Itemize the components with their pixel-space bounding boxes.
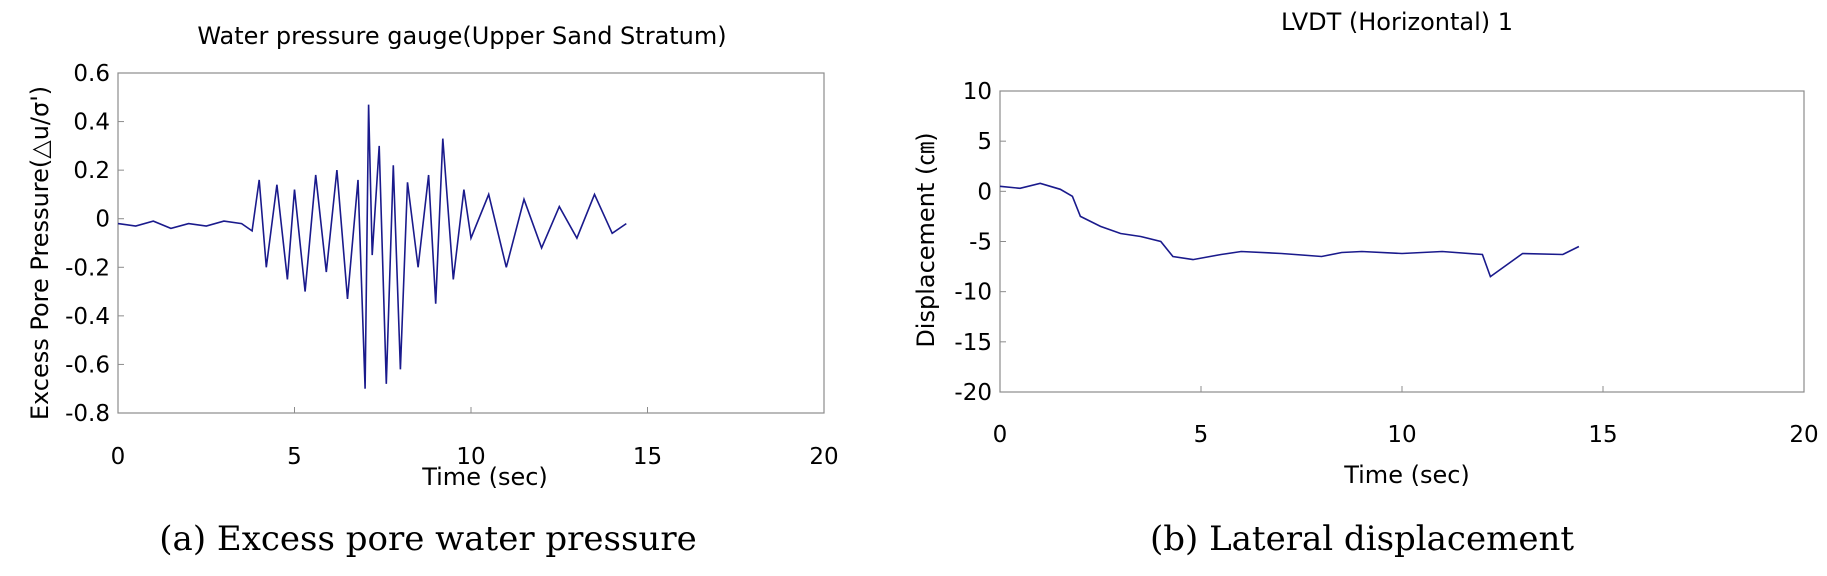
b-x-tick-label: 10 bbox=[1387, 422, 1416, 448]
chart-b-frame bbox=[999, 90, 1805, 393]
chart-a-frame bbox=[117, 72, 825, 414]
chart-a-y-ticks: 0.6 0.4 0.2 0 -0.2 -0.4 -0.6 -0.8 bbox=[65, 61, 124, 427]
a-x-tick-label: 5 bbox=[287, 444, 302, 470]
chart-a-xlabel: Time (sec) bbox=[421, 463, 548, 491]
chart-b-ylabel: Displacement (㎝) bbox=[912, 132, 940, 347]
b-y-tick-label: 10 bbox=[963, 79, 992, 105]
a-y-tick-label: -0.4 bbox=[65, 304, 110, 330]
chart-a-caption: (a) Excess pore water pressure bbox=[159, 519, 696, 559]
a-y-tick-label: -0.2 bbox=[65, 255, 110, 281]
b-x-tick-label: 15 bbox=[1588, 422, 1617, 448]
chart-a-series-line bbox=[117, 104, 627, 389]
chart-a-title: Water pressure gauge(Upper Sand Stratum) bbox=[197, 22, 726, 50]
a-y-tick-label: 0 bbox=[95, 207, 110, 233]
b-y-tick-label: 0 bbox=[977, 179, 992, 205]
chart-a: Water pressure gauge(Upper Sand Stratum)… bbox=[26, 22, 839, 559]
a-y-tick-label: 0.6 bbox=[73, 61, 110, 87]
chart-a-ylabel: Excess Pore Pressure(△u/σ') bbox=[26, 86, 54, 420]
b-x-tick-label: 20 bbox=[1789, 422, 1818, 448]
chart-b-x-ticks: 0 5 10 15 20 bbox=[993, 386, 1819, 448]
chart-b-title: LVDT (Horizontal) 1 bbox=[1281, 8, 1513, 36]
a-x-tick-label: 20 bbox=[809, 444, 838, 470]
a-x-tick-label: 15 bbox=[633, 444, 662, 470]
b-y-tick-label: -20 bbox=[954, 380, 992, 406]
chart-b-y-ticks: 10 5 0 -5 -10 -15 -20 bbox=[954, 79, 1006, 406]
b-y-tick-label: 5 bbox=[977, 129, 992, 155]
a-y-tick-label: 0.4 bbox=[73, 110, 110, 136]
a-x-tick-label: 0 bbox=[111, 444, 126, 470]
chart-a-x-ticks: 0 5 10 15 20 bbox=[111, 407, 839, 470]
b-y-tick-label: -10 bbox=[954, 280, 992, 306]
chart-b-caption: (b) Lateral displacement bbox=[1150, 519, 1574, 559]
a-y-tick-label: -0.8 bbox=[65, 401, 110, 427]
b-y-tick-label: -5 bbox=[969, 230, 992, 256]
b-y-tick-label: -15 bbox=[954, 330, 992, 356]
a-y-tick-label: -0.6 bbox=[65, 352, 110, 378]
chart-b-xlabel: Time (sec) bbox=[1343, 461, 1470, 489]
b-x-tick-label: 0 bbox=[993, 422, 1008, 448]
a-x-tick-label: 10 bbox=[456, 444, 485, 470]
b-x-tick-label: 5 bbox=[1194, 422, 1209, 448]
a-y-tick-label: 0.2 bbox=[73, 158, 110, 184]
chart-b-series-line bbox=[999, 182, 1580, 278]
